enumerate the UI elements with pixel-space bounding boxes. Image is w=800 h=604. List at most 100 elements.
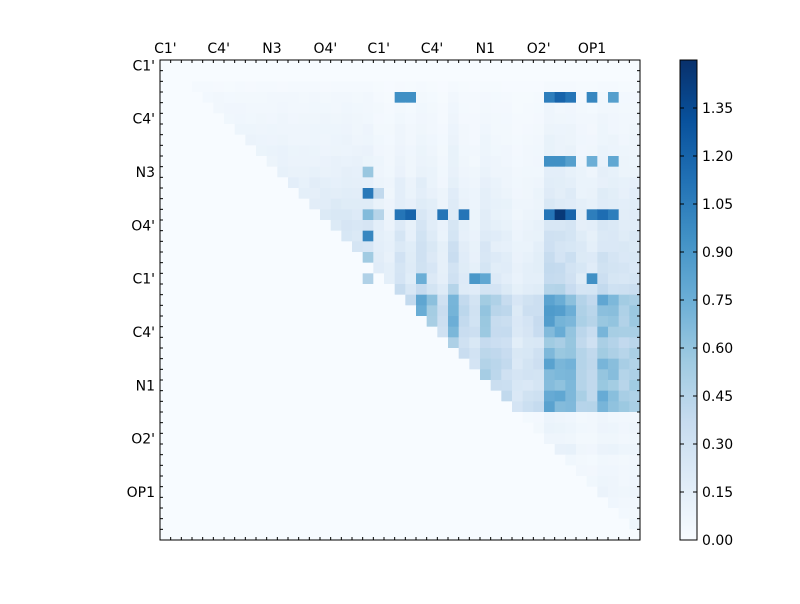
- heatmap-cell: [341, 220, 353, 232]
- heatmap-cell: [480, 81, 492, 93]
- heatmap-cell: [629, 316, 641, 328]
- heatmap-cell: [501, 209, 513, 221]
- heatmap-cell: [544, 188, 556, 200]
- heatmap-cell: [416, 92, 428, 104]
- heatmap-cell: [597, 412, 609, 424]
- heatmap-cell: [490, 326, 502, 338]
- heatmap-cell: [341, 166, 353, 178]
- heatmap-cell: [522, 465, 534, 477]
- heatmap-cell: [362, 220, 374, 232]
- heatmap-cell: [405, 284, 417, 296]
- heatmap-cell: [405, 390, 417, 402]
- heatmap-cell: [362, 294, 374, 306]
- heatmap-cell: [533, 497, 545, 509]
- heatmap-cell: [224, 326, 236, 338]
- heatmap-cell: [618, 220, 630, 232]
- heatmap-cell: [480, 166, 492, 178]
- heatmap-cell: [586, 102, 598, 114]
- heatmap-cell: [170, 188, 182, 200]
- heatmap-cell: [512, 454, 524, 466]
- heatmap-cell: [480, 337, 492, 349]
- heatmap-cell: [597, 518, 609, 530]
- heatmap-cell: [362, 156, 374, 168]
- heatmap-cell: [352, 273, 364, 285]
- heatmap-cell: [426, 518, 438, 530]
- heatmap-cell: [416, 380, 428, 392]
- heatmap-cell: [437, 476, 449, 488]
- heatmap-cell: [533, 209, 545, 221]
- heatmap-cell: [202, 454, 214, 466]
- heatmap-cell: [416, 124, 428, 136]
- heatmap-cell: [576, 124, 588, 136]
- heatmap-cell: [533, 529, 545, 541]
- heatmap-cell: [501, 316, 513, 328]
- heatmap-cell: [405, 166, 417, 178]
- heatmap-cell: [437, 337, 449, 349]
- heatmap-cell: [277, 230, 289, 242]
- heatmap-cell: [160, 134, 172, 146]
- heatmap-cell: [384, 358, 396, 370]
- heatmap-cell: [341, 316, 353, 328]
- heatmap-cell: [373, 113, 385, 125]
- heatmap-cell: [309, 518, 321, 530]
- heatmap-cell: [597, 294, 609, 306]
- heatmap-cell: [181, 145, 193, 157]
- heatmap-cell: [426, 316, 438, 328]
- heatmap-cell: [330, 220, 342, 232]
- heatmap-cell: [362, 497, 374, 509]
- heatmap-cell: [501, 230, 513, 242]
- heatmap-cell: [362, 262, 374, 274]
- heatmap-cell: [618, 145, 630, 157]
- heatmap-cell: [586, 188, 598, 200]
- heatmap-cell: [309, 369, 321, 381]
- heatmap-cell: [565, 380, 577, 392]
- heatmap-cell: [469, 188, 481, 200]
- heatmap-cell: [234, 316, 246, 328]
- heatmap-cell: [458, 390, 470, 402]
- heatmap-cell: [352, 284, 364, 296]
- heatmap-cell: [341, 529, 353, 541]
- heatmap-cell: [277, 497, 289, 509]
- heatmap-cell: [309, 497, 321, 509]
- heatmap-cell: [277, 220, 289, 232]
- heatmap-cell: [629, 390, 641, 402]
- heatmap-cell: [554, 497, 566, 509]
- heatmap-cell: [501, 326, 513, 338]
- heatmap-cell: [554, 508, 566, 520]
- heatmap-cell: [256, 390, 268, 402]
- heatmap-cell: [266, 81, 278, 93]
- heatmap-cell: [469, 316, 481, 328]
- heatmap-cell: [266, 433, 278, 445]
- heatmap-cell: [256, 401, 268, 413]
- heatmap-cell: [160, 198, 172, 210]
- heatmap-cell: [544, 422, 556, 434]
- heatmap-cell: [554, 230, 566, 242]
- heatmap-cell: [181, 198, 193, 210]
- heatmap-cell: [384, 529, 396, 541]
- heatmap-cell: [448, 486, 460, 498]
- heatmap-cell: [160, 348, 172, 360]
- heatmap-cell: [384, 124, 396, 136]
- heatmap-cell: [192, 294, 204, 306]
- heatmap-cell: [490, 348, 502, 360]
- heatmap-cell: [266, 156, 278, 168]
- heatmap-cell: [533, 433, 545, 445]
- heatmap-cell: [245, 305, 257, 317]
- heatmap-cell: [181, 369, 193, 381]
- heatmap-cell: [266, 241, 278, 253]
- heatmap-cell: [394, 476, 406, 488]
- heatmap-cell: [170, 230, 182, 242]
- heatmap-cell: [597, 188, 609, 200]
- heatmap-cell: [170, 145, 182, 157]
- heatmap-cell: [213, 241, 225, 253]
- heatmap-cell: [490, 465, 502, 477]
- heatmap-cell: [288, 294, 300, 306]
- heatmap-cell: [224, 518, 236, 530]
- heatmap-cell: [608, 518, 620, 530]
- heatmap-cell: [288, 220, 300, 232]
- heatmap-cell: [202, 433, 214, 445]
- heatmap-cell: [533, 230, 545, 242]
- heatmap-cell: [330, 508, 342, 520]
- heatmap-cell: [160, 209, 172, 221]
- heatmap-cell: [501, 401, 513, 413]
